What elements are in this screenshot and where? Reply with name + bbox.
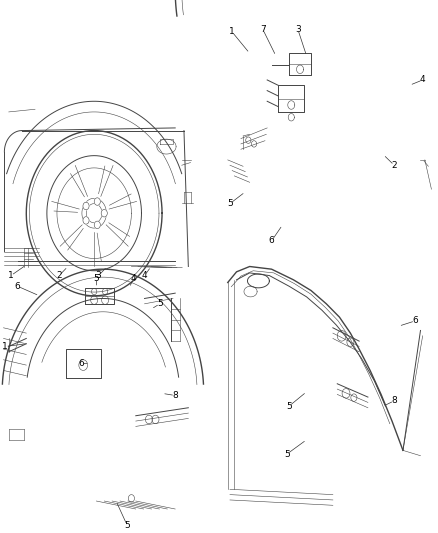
- Text: 5: 5: [93, 274, 99, 282]
- Text: 5: 5: [286, 402, 292, 410]
- Text: 8: 8: [172, 391, 178, 400]
- Text: 6: 6: [78, 359, 84, 368]
- Text: 3: 3: [295, 25, 301, 34]
- Text: 4: 4: [131, 274, 136, 282]
- Text: 2: 2: [57, 271, 62, 280]
- Text: 5: 5: [284, 450, 290, 458]
- Text: 1: 1: [8, 271, 14, 280]
- Circle shape: [94, 221, 100, 229]
- Circle shape: [83, 217, 89, 224]
- Text: 6: 6: [14, 282, 21, 290]
- Circle shape: [83, 202, 89, 209]
- Circle shape: [101, 209, 107, 217]
- Text: 4: 4: [142, 271, 147, 280]
- Text: 5: 5: [157, 300, 163, 308]
- Text: 7: 7: [260, 25, 266, 34]
- Text: 1: 1: [2, 342, 8, 351]
- Text: 6: 6: [412, 317, 418, 325]
- Text: 5: 5: [227, 199, 233, 208]
- Text: 2: 2: [392, 161, 397, 169]
- Circle shape: [94, 198, 100, 205]
- Text: 1: 1: [229, 28, 235, 36]
- Text: 3: 3: [95, 271, 102, 280]
- Text: 5: 5: [124, 521, 130, 529]
- Text: 8: 8: [391, 397, 397, 405]
- Text: 4: 4: [420, 76, 425, 84]
- Text: 6: 6: [268, 237, 275, 245]
